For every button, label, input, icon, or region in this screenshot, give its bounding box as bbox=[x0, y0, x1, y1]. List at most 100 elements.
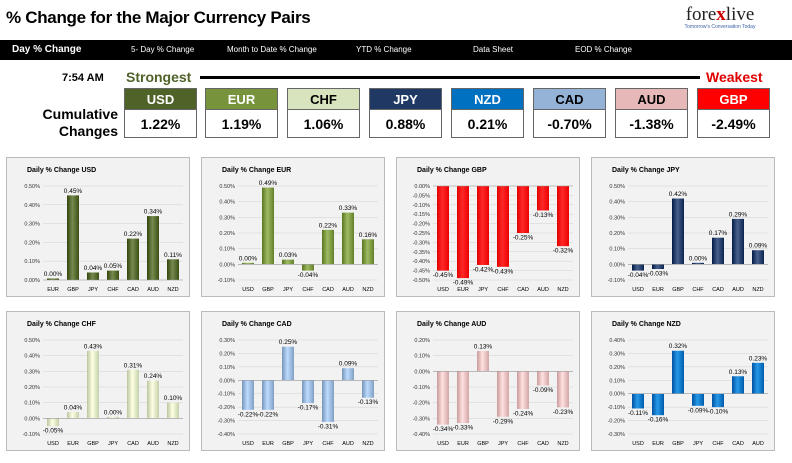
tab-day-change[interactable]: Day % Change bbox=[12, 44, 82, 55]
y-tick-label: 0.10% bbox=[609, 247, 625, 253]
currency-cumulative-value: -0.70% bbox=[533, 110, 606, 138]
y-tick-label: 0.30% bbox=[24, 369, 40, 375]
y-tick-label: 0.30% bbox=[609, 351, 625, 357]
bar-eur bbox=[652, 393, 664, 416]
x-tick-label: CAD bbox=[537, 441, 549, 447]
data-label: -0.49% bbox=[453, 280, 474, 287]
x-tick-label: CHF bbox=[712, 441, 724, 447]
bar-chf bbox=[712, 393, 724, 408]
bar-eur bbox=[67, 412, 79, 419]
bar-usd bbox=[242, 262, 254, 265]
data-label: -0.03% bbox=[648, 271, 669, 278]
y-tick-label: -0.45% bbox=[413, 269, 431, 275]
x-tick-label: CAD bbox=[517, 287, 529, 293]
bar-cad bbox=[537, 371, 549, 386]
bar-eur bbox=[457, 371, 469, 424]
bar-nzd bbox=[167, 259, 179, 280]
x-tick-label: CAD bbox=[127, 441, 139, 447]
x-tick-label: JPY bbox=[88, 287, 98, 293]
data-label: 0.17% bbox=[709, 230, 728, 237]
y-tick-label: -0.10% bbox=[218, 392, 236, 398]
x-tick-label: GBP bbox=[262, 287, 274, 293]
data-label: 0.23% bbox=[749, 355, 768, 362]
tab-eod-change[interactable]: EOD % Change bbox=[575, 45, 632, 54]
data-label: -0.04% bbox=[298, 272, 319, 279]
y-tick-label: 0.10% bbox=[24, 259, 40, 265]
y-tick-label: -0.20% bbox=[413, 401, 431, 407]
currency-name: CAD bbox=[533, 88, 606, 110]
data-label: 0.49% bbox=[259, 180, 278, 187]
y-tick-label: 0.10% bbox=[609, 378, 625, 384]
tab-ytd-change[interactable]: YTD % Change bbox=[356, 45, 412, 54]
currency-cumulative-value: 1.19% bbox=[205, 110, 278, 138]
bar-eur bbox=[457, 186, 469, 279]
x-tick-label: CHF bbox=[497, 287, 509, 293]
y-tick-label: 0.30% bbox=[609, 215, 625, 221]
chart-panel-aud: Daily % Change AUD -0.40% -0.30% -0.20% -0.1… bbox=[396, 311, 580, 451]
y-tick-label: -0.30% bbox=[218, 419, 236, 425]
timestamp: 7:54 AM bbox=[62, 72, 104, 84]
bar-cad bbox=[127, 369, 139, 419]
chart-panel-jpy: Daily % Change JPY -0.10% 0.00% 0.10% 0.20% 0… bbox=[591, 157, 775, 297]
bar-aud bbox=[732, 218, 744, 265]
bar-usd bbox=[437, 371, 449, 425]
bar-aud bbox=[342, 212, 354, 265]
x-tick-label: CAD bbox=[322, 287, 334, 293]
y-tick-label: 0.10% bbox=[24, 401, 40, 407]
y-tick-label: -0.10% bbox=[413, 385, 431, 391]
tab-month-to-date-change[interactable]: Month to Date % Change bbox=[227, 45, 317, 54]
logo-text-fore: fore bbox=[685, 4, 717, 25]
chart-jpy: Daily % Change JPY -0.10% 0.00% 0.10% 0.20% 0… bbox=[608, 167, 768, 293]
data-label: -0.09% bbox=[533, 387, 554, 394]
chart-title: Daily % Change CAD bbox=[222, 321, 292, 328]
forexlive-logo[interactable]: forexlive Tomorrow's Conversation Today bbox=[664, 4, 776, 38]
bar-jpy bbox=[497, 371, 509, 417]
data-label: -0.22% bbox=[238, 411, 259, 418]
x-tick-label: JPY bbox=[283, 287, 293, 293]
bar-gbp bbox=[262, 187, 274, 265]
x-tick-label: NZD bbox=[557, 287, 568, 293]
chart-panel-nzd: Daily % Change NZD -0.30% -0.20% -0.10% 0.00… bbox=[591, 311, 775, 451]
x-tick-label: GBP bbox=[282, 441, 294, 447]
logo-tagline: Tomorrow's Conversation Today bbox=[684, 24, 756, 30]
y-tick-label: -0.40% bbox=[218, 432, 236, 438]
tab-data-sheet[interactable]: Data Sheet bbox=[473, 45, 514, 54]
tab-5-day-change[interactable]: 5- Day % Change bbox=[131, 45, 195, 54]
x-tick-label: USD bbox=[437, 287, 449, 293]
chart-chf: Daily % Change CHF -0.10% 0.00% 0.10% 0.20% 0… bbox=[23, 321, 183, 447]
y-tick-label: 0.00% bbox=[219, 378, 235, 384]
strength-scale-line bbox=[200, 76, 700, 79]
cumulative-changes-label: Cumulative Changes bbox=[36, 106, 118, 140]
bar-jpy bbox=[282, 259, 294, 265]
y-tick-label: -0.10% bbox=[413, 203, 431, 209]
chart-title: Daily % Change GBP bbox=[417, 167, 487, 174]
y-tick-label: -0.10% bbox=[23, 432, 41, 438]
currency-box-gbp: GBP -2.49% bbox=[697, 88, 770, 138]
y-tick-label: 0.20% bbox=[414, 338, 430, 344]
data-label: -0.16% bbox=[648, 417, 669, 424]
x-tick-label: NZD bbox=[167, 441, 178, 447]
y-tick-label: 0.00% bbox=[609, 392, 625, 398]
data-label: -0.31% bbox=[318, 423, 339, 430]
y-tick-label: 0.00% bbox=[219, 262, 235, 268]
bar-cad bbox=[732, 376, 744, 394]
data-label: -0.13% bbox=[533, 212, 554, 219]
data-label: -0.05% bbox=[43, 428, 64, 435]
x-tick-label: EUR bbox=[47, 287, 59, 293]
y-tick-label: 0.00% bbox=[609, 262, 625, 268]
data-label: 0.33% bbox=[339, 205, 358, 212]
bar-usd bbox=[437, 186, 449, 271]
data-label: 0.45% bbox=[64, 188, 83, 195]
y-tick-label: 0.00% bbox=[24, 416, 40, 422]
x-tick-label: CHF bbox=[692, 287, 704, 293]
chart-title: Daily % Change CHF bbox=[27, 321, 97, 328]
currency-cumulative-value: -1.38% bbox=[615, 110, 688, 138]
bar-aud bbox=[147, 216, 159, 280]
y-tick-label: 0.40% bbox=[609, 200, 625, 206]
x-tick-label: AUD bbox=[537, 287, 549, 293]
currency-name: JPY bbox=[369, 88, 442, 110]
data-label: 0.11% bbox=[164, 252, 182, 259]
y-tick-label: 0.40% bbox=[609, 338, 625, 344]
y-tick-label: 0.00% bbox=[414, 184, 430, 190]
y-tick-label: -0.10% bbox=[608, 405, 626, 411]
